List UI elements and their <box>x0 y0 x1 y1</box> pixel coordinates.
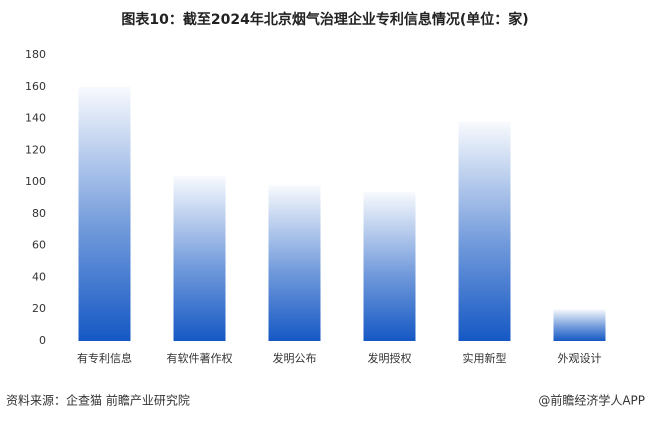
y-tick-label: 20 <box>32 302 46 315</box>
y-tick-label: 40 <box>32 270 46 283</box>
y-tick-label: 140 <box>25 112 46 125</box>
x-tick-label: 外观设计 <box>558 352 602 365</box>
y-tick-label: 180 <box>25 48 46 61</box>
y-tick-label: 120 <box>25 143 46 156</box>
credit: @前瞻经济学人APP <box>538 393 645 408</box>
bar <box>458 121 511 341</box>
y-tick-label: 80 <box>32 207 46 220</box>
bar <box>173 175 226 341</box>
y-tick-label: 160 <box>25 80 46 93</box>
bar <box>553 309 606 341</box>
x-tick-label: 有软件著作权 <box>167 351 233 365</box>
source: 资料来源：企查猫 前瞻产业研究院 <box>6 393 190 408</box>
x-tick-label: 发明授权 <box>368 351 412 365</box>
y-tick-label: 60 <box>32 239 46 252</box>
x-tick-label: 实用新型 <box>463 351 507 365</box>
chart-title: 图表10：截至2024年北京烟气治理企业专利信息情况(单位：家) <box>121 11 528 28</box>
bar <box>363 191 416 341</box>
x-tick-label: 发明公布 <box>273 351 317 365</box>
y-tick-label: 0 <box>39 334 46 347</box>
bar <box>78 86 131 342</box>
x-tick-label: 有专利信息 <box>77 351 132 365</box>
y-tick-label: 100 <box>25 175 46 188</box>
bar <box>268 185 321 341</box>
